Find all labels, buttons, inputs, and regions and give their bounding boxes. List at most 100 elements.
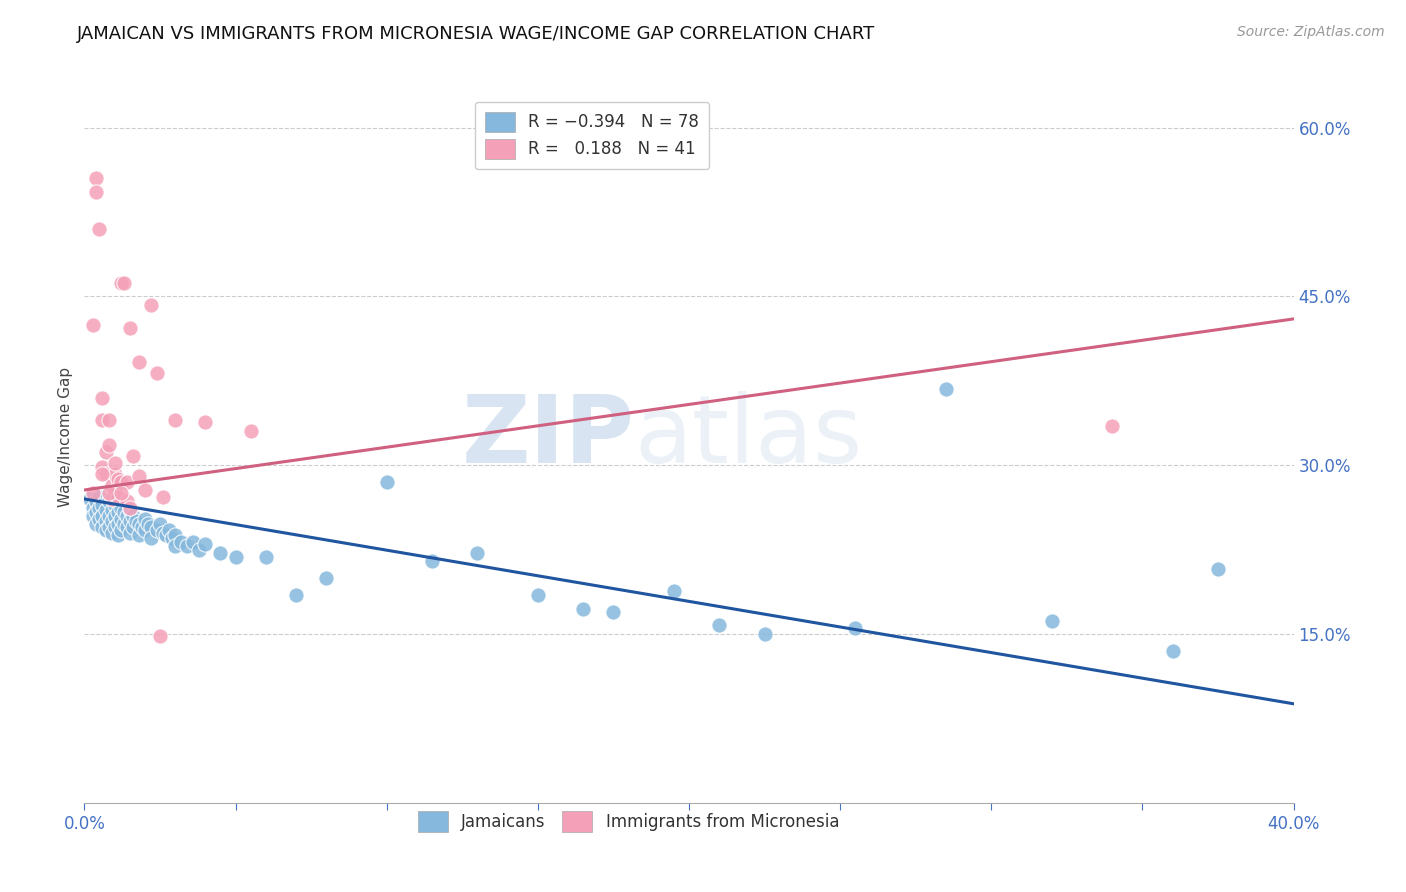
- Point: [254, 550, 277, 565]
- Point: [139, 520, 162, 534]
- Point: [89, 500, 111, 515]
- Point: [844, 621, 866, 635]
- Point: [157, 524, 180, 538]
- Point: [118, 500, 141, 515]
- Point: [285, 588, 308, 602]
- Point: [121, 520, 143, 534]
- Point: [239, 425, 262, 439]
- Point: [375, 475, 398, 489]
- Point: [136, 516, 159, 531]
- Point: [225, 550, 247, 565]
- Point: [104, 508, 127, 523]
- Point: [82, 318, 104, 332]
- Point: [754, 627, 776, 641]
- Point: [572, 602, 595, 616]
- Point: [170, 534, 193, 549]
- Point: [107, 472, 129, 486]
- Point: [134, 524, 156, 538]
- Point: [86, 185, 108, 199]
- Point: [94, 467, 117, 482]
- Point: [152, 490, 174, 504]
- Point: [107, 528, 129, 542]
- Point: [110, 512, 132, 526]
- Point: [94, 515, 117, 529]
- Text: ZIP: ZIP: [461, 391, 634, 483]
- Point: [97, 508, 120, 523]
- Point: [107, 490, 129, 504]
- Text: JAMAICAN VS IMMIGRANTS FROM MICRONESIA WAGE/INCOME GAP CORRELATION CHART: JAMAICAN VS IMMIGRANTS FROM MICRONESIA W…: [77, 25, 876, 43]
- Point: [115, 494, 138, 508]
- Point: [139, 298, 162, 312]
- Point: [97, 438, 120, 452]
- Point: [86, 506, 108, 520]
- Point: [194, 416, 217, 430]
- Point: [104, 467, 127, 482]
- Point: [1161, 644, 1184, 658]
- Point: [128, 516, 150, 531]
- Point: [176, 539, 198, 553]
- Point: [110, 276, 132, 290]
- Point: [165, 413, 187, 427]
- Point: [91, 413, 114, 427]
- Point: [97, 486, 120, 500]
- Point: [134, 512, 156, 526]
- Point: [97, 494, 120, 508]
- Point: [110, 475, 132, 489]
- Point: [115, 520, 138, 534]
- Point: [82, 500, 104, 515]
- Point: [115, 508, 138, 523]
- Point: [86, 494, 108, 508]
- Point: [104, 520, 127, 534]
- Point: [91, 508, 114, 523]
- Point: [97, 413, 120, 427]
- Point: [112, 276, 135, 290]
- Point: [121, 508, 143, 523]
- Point: [1040, 614, 1063, 628]
- Point: [128, 469, 150, 483]
- Point: [467, 546, 489, 560]
- Point: [91, 460, 114, 475]
- Point: [94, 503, 117, 517]
- Point: [100, 491, 122, 506]
- Point: [149, 629, 172, 643]
- Point: [100, 515, 122, 529]
- Point: [662, 584, 685, 599]
- Point: [79, 491, 101, 506]
- Point: [107, 516, 129, 531]
- Point: [100, 503, 122, 517]
- Point: [89, 490, 111, 504]
- Point: [91, 391, 114, 405]
- Point: [91, 520, 114, 534]
- Point: [104, 456, 127, 470]
- Point: [104, 483, 127, 497]
- Point: [115, 475, 138, 489]
- Point: [97, 520, 120, 534]
- Point: [194, 537, 217, 551]
- Point: [146, 366, 169, 380]
- Point: [110, 486, 132, 500]
- Point: [82, 508, 104, 523]
- Point: [935, 382, 957, 396]
- Point: [181, 534, 204, 549]
- Point: [315, 571, 337, 585]
- Text: atlas: atlas: [634, 391, 863, 483]
- Point: [112, 506, 135, 520]
- Point: [94, 524, 117, 538]
- Point: [1101, 418, 1123, 433]
- Point: [94, 444, 117, 458]
- Point: [86, 171, 108, 186]
- Point: [121, 449, 143, 463]
- Point: [89, 512, 111, 526]
- Point: [165, 539, 187, 553]
- Point: [118, 515, 141, 529]
- Point: [128, 354, 150, 368]
- Point: [89, 222, 111, 236]
- Point: [100, 478, 122, 492]
- Legend: Jamaicans, Immigrants from Micronesia: Jamaicans, Immigrants from Micronesia: [411, 805, 846, 838]
- Point: [110, 500, 132, 515]
- Point: [165, 528, 187, 542]
- Point: [118, 503, 141, 517]
- Point: [107, 506, 129, 520]
- Point: [100, 525, 122, 540]
- Point: [82, 486, 104, 500]
